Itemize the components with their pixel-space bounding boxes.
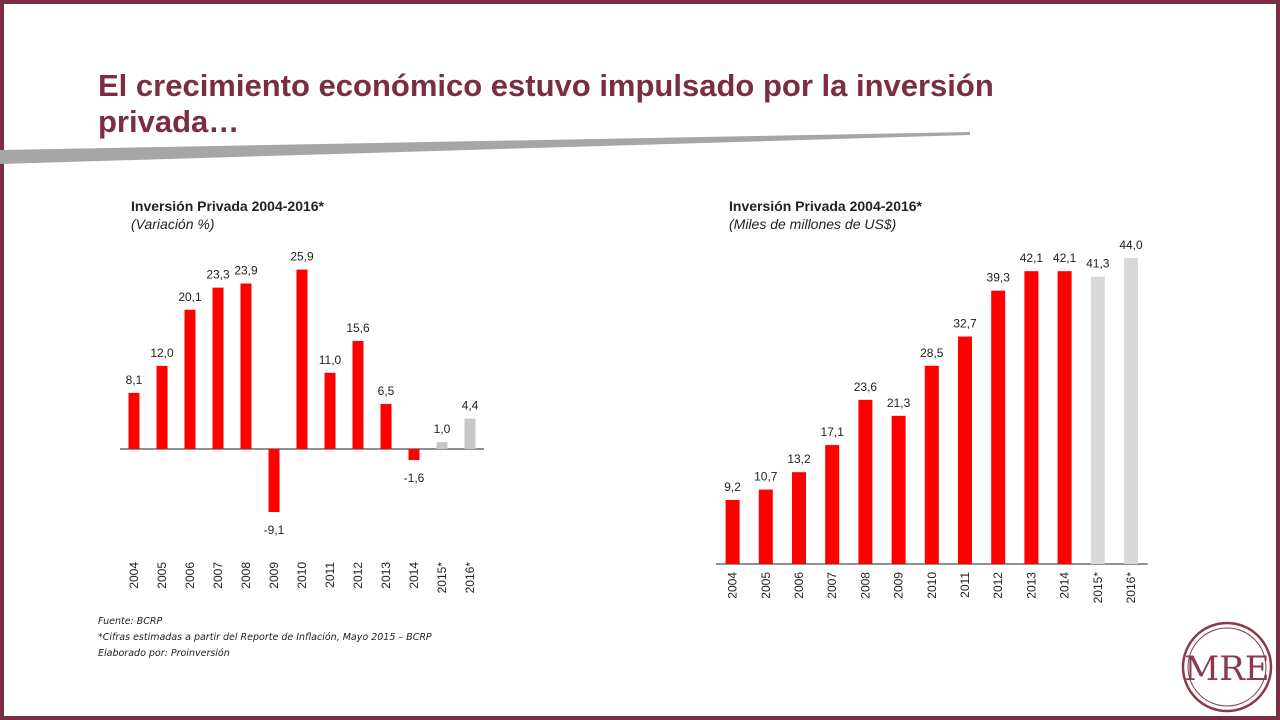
footnote: Fuente: BCRP *Cifras estimadas a partir … — [98, 614, 432, 662]
chart-1-value-label-2010: 28,5 — [920, 346, 944, 360]
chart-0-category-label-2010: 2010 — [295, 562, 309, 589]
chart-0-category-label-2004: 2004 — [127, 562, 141, 589]
chart-1-bar-2012 — [991, 290, 1006, 564]
chart-0-category-label-2007: 2007 — [211, 562, 225, 589]
chart-1-category-label-2009: 2009 — [892, 572, 906, 599]
chart-1-bar-2009 — [891, 415, 906, 564]
slide-title: El crecimiento económico estuvo impulsad… — [98, 68, 994, 139]
chart-0-value-label-2012: 15,6 — [346, 321, 370, 335]
chart-1-bar-2014 — [1057, 271, 1072, 564]
footnote-estimate-note: *Cifras estimadas a partir del Reporte d… — [98, 632, 432, 643]
chart-0-category-label-2014: 2014 — [407, 562, 421, 589]
chart-0-bar-2005 — [156, 365, 168, 449]
chart-0-bar-2013 — [380, 403, 392, 449]
chart-1-bar-2004 — [725, 500, 740, 564]
chart-0-value-label-2008: 23,9 — [234, 263, 258, 277]
chart-0-value-label-2014: -1,6 — [404, 471, 425, 485]
chart-0-category-label-2016*: 2016* — [463, 562, 477, 594]
chart-0-bar-2010 — [296, 269, 308, 449]
chart-1-category-label-2015*: 2015* — [1091, 572, 1105, 604]
chart-1-value-label-2004: 9,2 — [724, 480, 741, 494]
chart-0-bar-2007 — [212, 287, 224, 449]
chart-0-value-label-2013: 6,5 — [378, 384, 395, 398]
chart-1-category-label-2010: 2010 — [925, 572, 939, 599]
chart-1-category-label-2012: 2012 — [991, 572, 1005, 599]
chart-1-value-label-2011: 32,7 — [953, 317, 977, 331]
chart-1-bar-2010 — [924, 365, 939, 564]
chart-0-category-label-2006: 2006 — [183, 562, 197, 589]
chart-0-category-label-2015*: 2015* — [435, 562, 449, 594]
logo-text: MRE — [1184, 649, 1269, 689]
chart-1-value-label-2012: 39,3 — [987, 271, 1011, 285]
chart-0-value-label-2006: 20,1 — [178, 290, 202, 304]
chart-0-bar-2014 — [408, 449, 420, 461]
chart-0-value-label-2010: 25,9 — [290, 250, 314, 264]
chart-1-bar-2011 — [958, 336, 972, 564]
chart-1-category-label-2011: 2011 — [958, 572, 972, 598]
chart-1-category-label-2007: 2007 — [825, 572, 839, 599]
chart-1-category-label-2006: 2006 — [792, 572, 806, 599]
chart-0-category-label-2013: 2013 — [379, 562, 393, 589]
chart-0-category-label-2011: 2011 — [323, 562, 337, 588]
chart-1-value-label-2013: 42,1 — [1020, 251, 1044, 265]
chart-1-category-label-2014: 2014 — [1058, 572, 1072, 599]
chart-1-bar-2005 — [758, 489, 773, 564]
chart-1-category-label-2016*: 2016* — [1124, 572, 1138, 604]
chart-0-bar-2016* — [464, 418, 476, 449]
chart-0-category-label-2008: 2008 — [239, 562, 253, 589]
chart-0-value-label-2009: -9,1 — [264, 523, 285, 537]
chart-1-category-label-2008: 2008 — [858, 572, 872, 599]
chart-1-category-label-2004: 2004 — [726, 572, 740, 599]
chart-0-bar-2004 — [128, 392, 140, 449]
chart-1-bar-2016* — [1124, 257, 1138, 564]
title-underline-swoosh — [0, 132, 970, 164]
chart-1-value-label-2016*: 44,0 — [1119, 238, 1143, 252]
chart-0-value-label-2011: 11,0 — [319, 353, 342, 367]
chart-0-value-label-2004: 8,1 — [126, 373, 143, 387]
mre-logo: MRE — [1181, 621, 1273, 713]
right-chart-subtitle: (Miles de millones de US$) — [729, 216, 897, 232]
right-chart-title: Inversión Privada 2004-2016* — [729, 198, 923, 214]
chart-0-bar-2008 — [240, 283, 252, 449]
chart-0-bar-2012 — [352, 340, 364, 449]
chart-0-value-label-2007: 23,3 — [206, 268, 230, 282]
chart-1-category-label-2013: 2013 — [1024, 572, 1038, 599]
chart-0-bar-2015* — [436, 442, 448, 449]
chart-1-bar-2013 — [1024, 271, 1039, 564]
left-chart-title: Inversión Privada 2004-2016* — [131, 198, 325, 214]
chart-0-category-label-2009: 2009 — [267, 562, 281, 589]
left-chart-subtitle: (Variación %) — [131, 216, 215, 232]
chart-1-bar-2006 — [792, 472, 806, 564]
chart-1-category-label-2005: 2005 — [759, 572, 773, 599]
chart-1-bar-2015* — [1090, 276, 1105, 564]
chart-0-bar-2009 — [268, 449, 280, 513]
chart-0-value-label-2015*: 1,0 — [434, 422, 451, 436]
chart-0-value-label-2016*: 4,4 — [462, 399, 479, 413]
chart-1-value-label-2009: 21,3 — [887, 396, 911, 410]
chart-1-bar-2008 — [858, 399, 873, 564]
footnote-author: Elaborado por: Proinversión — [98, 648, 230, 659]
chart-0-value-label-2005: 12,0 — [150, 346, 174, 360]
chart-1-value-label-2005: 10,7 — [754, 470, 778, 484]
chart-1-value-label-2006: 13,2 — [787, 452, 811, 466]
chart-0-bar-2006 — [184, 309, 196, 449]
footnote-source: Fuente: BCRP — [98, 616, 163, 627]
chart-0-bar-2011 — [324, 372, 336, 449]
chart-1-value-label-2008: 23,6 — [854, 380, 878, 394]
chart-1-value-label-2007: 17,1 — [821, 425, 845, 439]
chart-1-bar-2007 — [825, 445, 840, 564]
chart-1-value-label-2014: 42,1 — [1053, 251, 1077, 265]
chart-0-category-label-2012: 2012 — [351, 562, 365, 589]
chart-0-category-label-2005: 2005 — [155, 562, 169, 589]
chart-1-value-label-2015*: 41,3 — [1086, 257, 1110, 271]
